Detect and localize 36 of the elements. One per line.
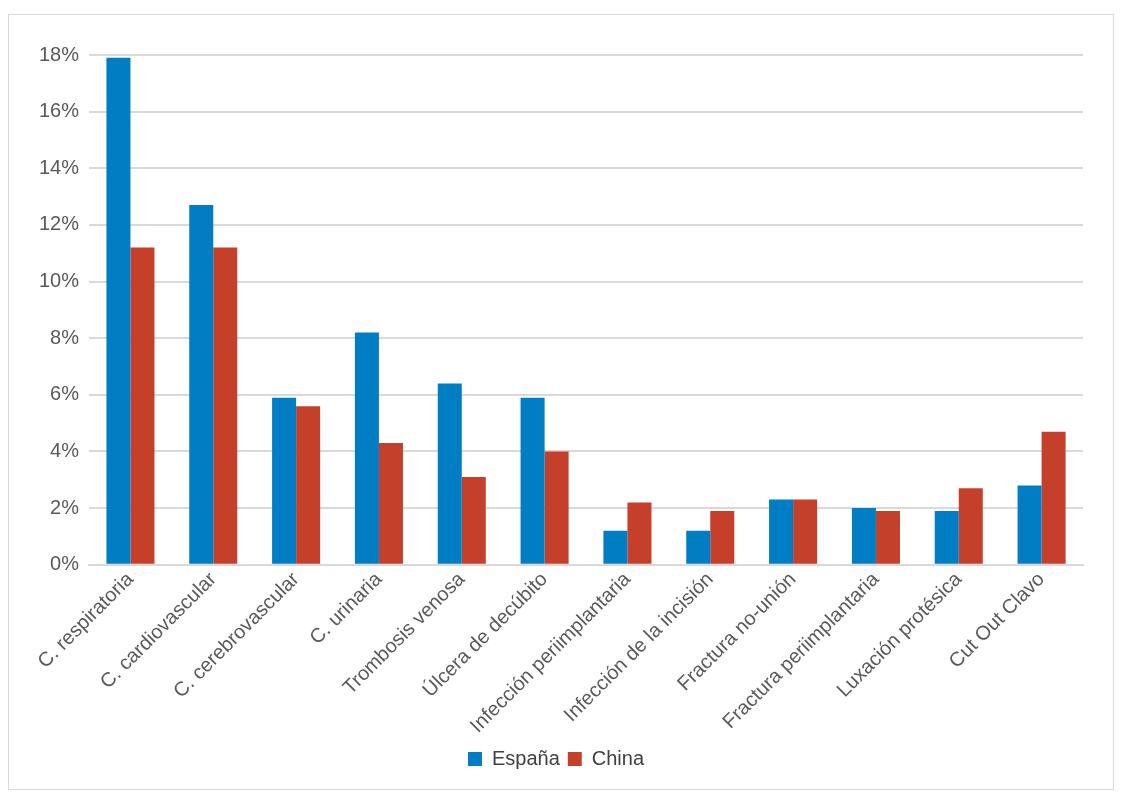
bar [213,247,238,564]
bar [793,499,818,564]
y-tick-label: 6% [50,382,80,405]
bar [686,530,711,564]
y-tick-label: 8% [50,325,80,348]
y-tick-label: 10% [39,269,80,292]
bar [958,488,983,564]
y-tick-label: 0% [50,552,80,575]
bar [544,451,569,564]
bar [437,383,462,564]
bar [875,510,900,564]
bar [1017,485,1042,564]
y-tick-label: 2% [50,495,80,518]
y-tick-label: 18% [39,42,80,65]
bar [1041,431,1066,564]
bar [272,397,297,564]
bar [520,397,545,564]
y-tick-label: 14% [39,155,80,178]
bar [461,476,486,564]
bar [603,530,628,564]
bar [710,510,735,564]
bar [189,205,214,564]
bar [769,499,794,564]
bar [378,442,403,564]
bar [627,502,652,564]
bar [130,247,155,564]
legend-label: China [591,746,645,769]
y-tick-label: 4% [50,438,80,461]
bar [934,510,959,564]
legend-label: España [491,746,561,769]
y-tick-label: 12% [39,212,80,235]
bar [851,508,876,564]
y-tick-label: 16% [39,99,80,122]
bar [106,57,131,564]
bar [354,332,379,564]
bar [296,406,321,564]
